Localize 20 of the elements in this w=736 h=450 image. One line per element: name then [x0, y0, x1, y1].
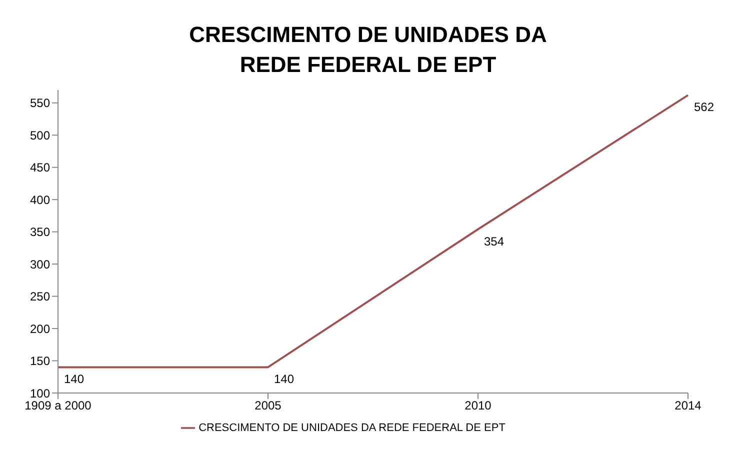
x-tick-label: 2005	[254, 398, 282, 413]
y-tick-label: 500	[30, 128, 50, 142]
y-tick-label: 400	[30, 192, 50, 207]
data-label: 562	[694, 100, 714, 114]
y-tick-label: 450	[30, 160, 50, 175]
data-label: 354	[484, 234, 504, 248]
x-tick-label: 2010	[464, 398, 492, 413]
y-tick-label: 300	[30, 257, 50, 272]
y-tick-label: 550	[30, 96, 50, 110]
chart-title: CRESCIMENTO DE UNIDADES DA REDE FEDERAL DE EPT	[188, 21, 548, 79]
x-tick-label: 2014	[674, 398, 702, 413]
y-tick-label: 350	[30, 225, 50, 240]
legend-label: CRESCIMENTO DE UNIDADES DA REDE FEDERAL DE EPT	[198, 422, 506, 434]
y-tick-label: 150	[30, 354, 50, 368]
x-tick-label: 1909 a 2000	[24, 398, 92, 413]
data-label: 140	[64, 372, 84, 386]
y-tick-label: 250	[30, 290, 50, 304]
y-tick-label: 100	[30, 386, 50, 400]
data-label: 140	[274, 372, 294, 386]
y-tick-label: 200	[30, 322, 50, 336]
